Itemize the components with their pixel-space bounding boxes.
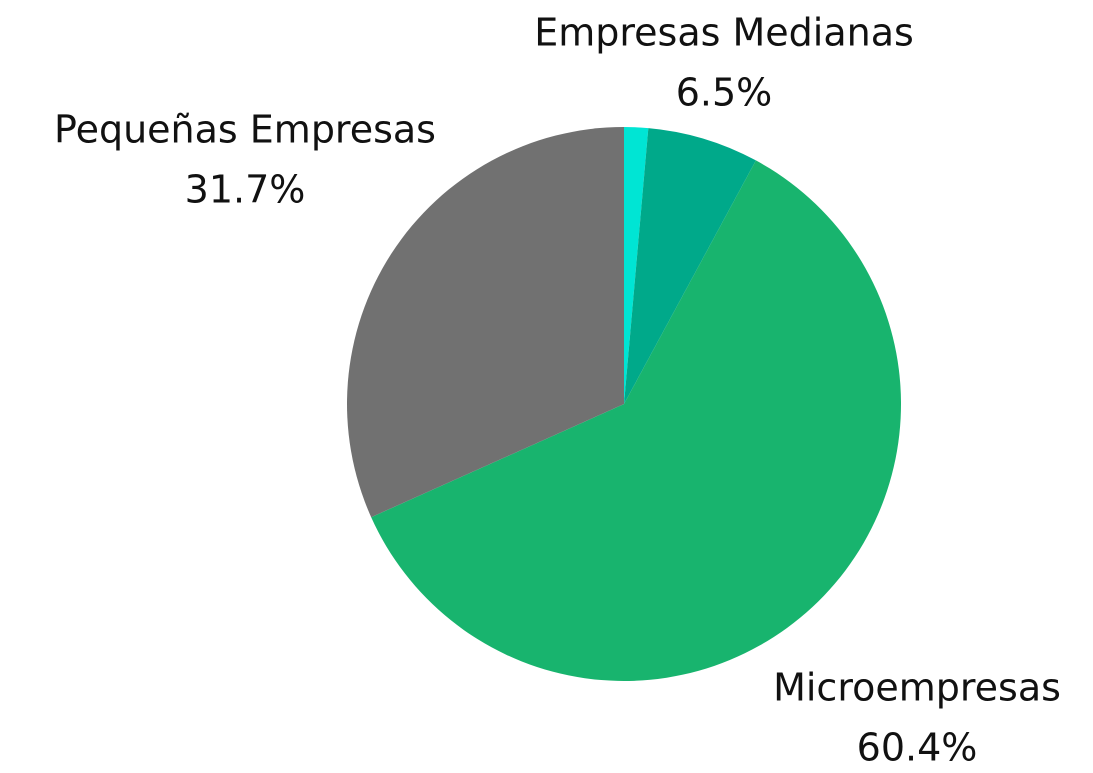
slice-label: Pequeñas Empresas [54,108,436,152]
pie-slice [624,128,756,404]
value-label: 31.7% [185,168,306,212]
slice-label: Microempresas [773,666,1061,710]
pie-slice [624,127,649,404]
pie-slice [371,160,901,681]
pie-slice [346,127,624,518]
value-label: 60.4% [857,726,978,770]
slice-label: Empresas Medianas [534,11,914,55]
value-label: 6.5% [676,71,773,115]
